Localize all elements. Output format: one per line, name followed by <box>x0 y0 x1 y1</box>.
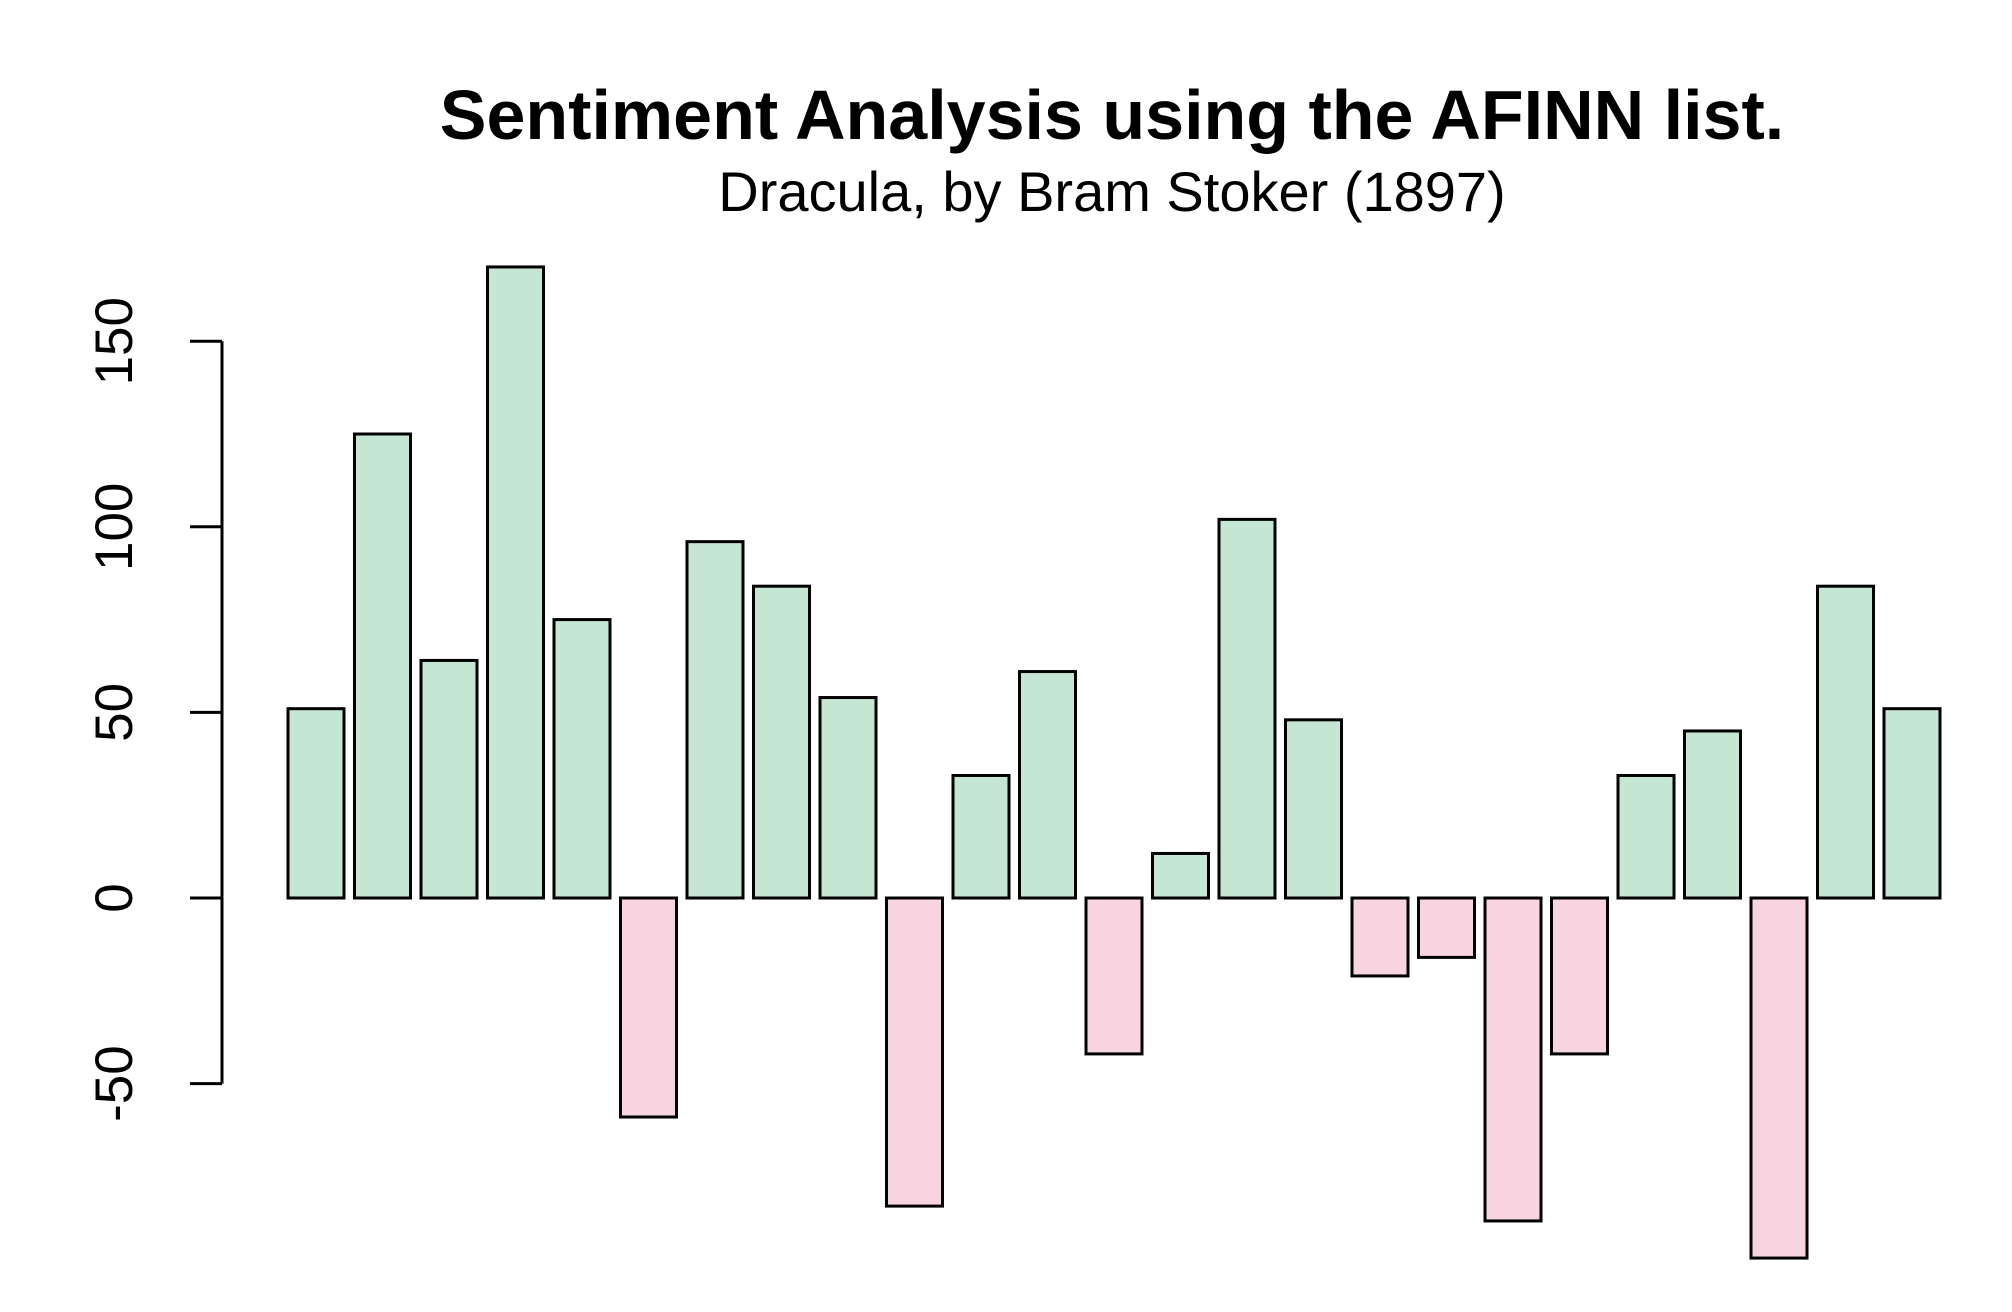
bar-positive <box>685 540 745 900</box>
bar-negative <box>885 896 944 1208</box>
bar-positive <box>1882 707 1942 900</box>
bar-positive <box>1018 670 1077 900</box>
y-tick-label: 100 <box>85 483 144 571</box>
bar-positive <box>818 696 878 900</box>
bar-positive <box>419 658 479 900</box>
bar-negative <box>1084 896 1144 1056</box>
bar-positive <box>286 707 346 900</box>
bar-positive <box>552 618 612 900</box>
bar-negative <box>1550 896 1609 1056</box>
bar-positive <box>1217 517 1277 900</box>
bar-positive <box>1816 584 1875 900</box>
y-tick-label: 50 <box>85 683 144 742</box>
bar-negative <box>1483 896 1543 1223</box>
bar-negative <box>1749 896 1809 1260</box>
bar-negative <box>619 896 678 1119</box>
y-tick-label: 150 <box>85 297 144 385</box>
bar-positive <box>1284 718 1343 900</box>
y-tick-label: 0 <box>85 883 144 912</box>
bar-positive <box>353 432 412 900</box>
bar-positive <box>1151 851 1210 900</box>
bars-group <box>286 265 1942 1260</box>
chart-title: Sentiment Analysis using the AFINN list. <box>440 76 1784 154</box>
bar-positive <box>486 265 545 900</box>
bar-positive <box>1616 774 1676 900</box>
chart-subtitle: Dracula, by Bram Stoker (1897) <box>718 160 1505 223</box>
bar-positive <box>1683 729 1742 900</box>
bar-positive <box>951 774 1011 900</box>
y-tick-label: -50 <box>85 1045 144 1122</box>
bar-negative <box>1417 896 1476 959</box>
bar-negative <box>1350 896 1410 978</box>
y-axis: -50 0 50 100 150 <box>85 297 224 1122</box>
bar-positive <box>752 584 811 900</box>
